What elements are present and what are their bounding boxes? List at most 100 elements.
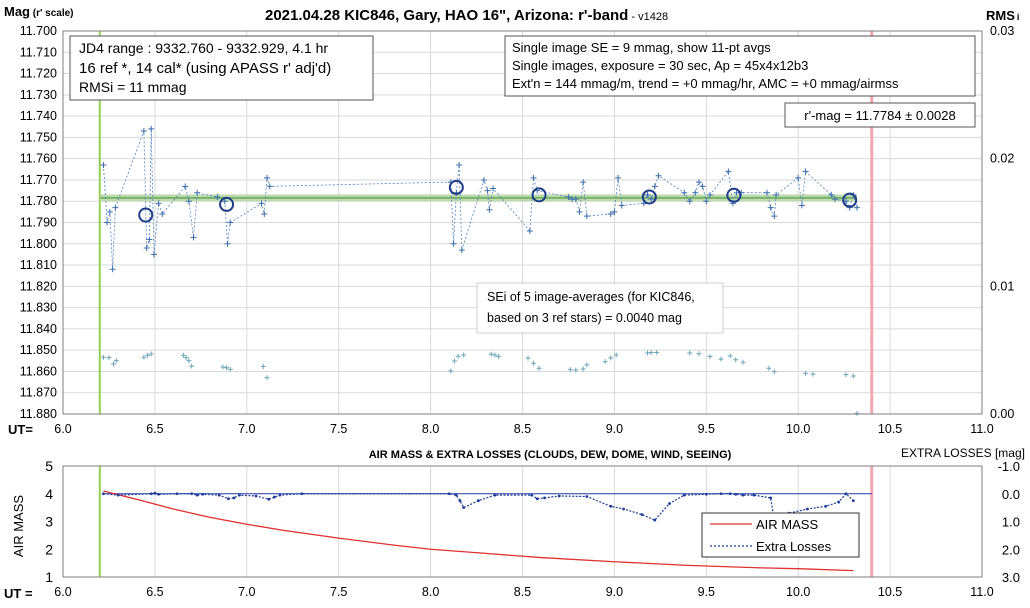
bottom-x-tick-label: 8.5 [514,585,531,599]
top-x-axis-label: UT= [8,422,33,437]
info-box-left: JD4 range : 9332.760 - 9332.929, 4.1 hr … [69,35,374,101]
top-y2-tick-label: 0.01 [990,279,1014,293]
rms-point [854,410,860,416]
extra-losses-point [769,496,773,500]
top-y2-tick-label: 0.02 [990,152,1014,166]
single-image-point [458,247,465,254]
bottom-y2-axis-label: EXTRA LOSSES [mag] [901,446,1025,460]
extra-losses-point [668,502,671,505]
average-point [448,179,464,195]
bottom-y-tick-label: 2 [45,541,53,557]
rms-point [608,355,614,361]
rms-point [180,352,186,358]
single-image-point [106,208,113,215]
rms-point [733,357,739,363]
top-y2-axis-label: RMS i [986,8,1019,23]
rms-point [148,351,154,357]
single-image-point [831,196,838,203]
extra-losses-point [157,492,160,496]
rms-point [648,349,654,355]
top-y-tick-label: 11.750 [20,130,57,144]
sei-box-frame [476,282,724,334]
sei-box-line-1: SEi of 5 image-averages (for KIC846, [487,290,695,304]
single-image-point [484,187,491,194]
extra-losses-point [476,499,480,503]
extra-losses-point [805,507,809,511]
rms-point [687,350,693,356]
extra-losses-point [704,492,708,496]
single-image-point [572,196,579,203]
rms-point [106,355,112,361]
extra-losses-point [217,493,221,497]
single-image-point [767,204,774,211]
bottom-x-axis-label: UT = [4,586,33,601]
top-y-tick-label: 11.810 [20,258,57,272]
extra-losses-point [462,506,466,510]
single-image-point [227,219,234,226]
extra-losses-point [102,492,105,496]
rms-point [580,366,586,372]
rms-point [448,368,454,374]
rms-point [451,358,457,364]
rms-point [113,358,119,364]
rms-point [810,371,816,377]
rms-point [525,355,531,361]
extra-losses-point [585,495,589,498]
extra-losses-point [653,518,657,522]
bottom-x-tick-label: 9.5 [698,585,715,599]
bottom-y2-tick-label: 2.0 [1002,542,1020,557]
extra-losses-point [227,497,230,501]
rms-point [696,351,702,357]
mag-result-box: r'-mag = 11.7784 ± 0.0028 [784,102,976,128]
single-image-point [264,174,271,181]
single-image-point [104,219,111,226]
extra-losses-point [543,496,546,500]
single-image-point [456,162,463,169]
rms-point [567,367,573,373]
single-image-point [854,204,861,211]
bottom-x-tick-label: 9.0 [606,585,623,599]
extra-losses-point [640,513,644,516]
top-y-tick-label: 11.710 [20,45,57,59]
top-x-tick-label: 6.5 [146,422,163,436]
single-image-point [266,183,273,190]
single-image-point [607,210,614,217]
top-y-axis-label-main: Mag [4,4,30,19]
single-image-point [695,179,702,186]
top-x-tick-label: 10.5 [878,422,902,436]
extra-losses-point [535,497,539,501]
top-y-tick-label: 11.830 [20,301,57,315]
top-x-tick-label: 9.0 [606,422,623,436]
bottom-x-tick-label: 6.5 [146,585,163,599]
rms-point [584,362,590,368]
extra-losses-point [254,494,258,498]
rms-point [220,364,226,370]
bottom-chart: AIR MASS & EXTRA LOSSES (CLOUDS, DEW, DO… [4,446,1025,601]
info-box-left-frame [69,35,374,101]
single-image-point [140,128,147,135]
extra-losses-point [609,504,613,508]
extra-losses-point [622,507,625,511]
single-image-point [565,193,572,200]
rms-point [492,352,498,358]
single-image-point [148,125,155,132]
single-image-point [159,210,166,217]
rms-point [573,367,579,373]
top-plot-frame [62,30,983,415]
bottom-x-tick-label: 6.0 [54,585,71,599]
bottom-y2-tick-label: 3.0 [1002,570,1020,585]
top-x-tick-label: 11.0 [970,422,993,436]
single-image-point [150,251,157,258]
top-y2-tick-label: 0.03 [990,24,1014,38]
rms-point [654,349,660,355]
info-box-right-line-1: Single image SE = 9 mmag, show 11-pt avg… [512,40,771,55]
bottom-x-tick-label: 11.0 [970,585,993,599]
single-image-point [644,191,651,198]
bottom-y-axis-label: AIR MASS [11,495,26,557]
airmass-line [103,490,854,572]
rms-point [727,353,733,359]
rms-point [224,365,230,371]
top-y-tick-label: 11.850 [20,343,57,357]
top-y-tick-label: 11.840 [20,322,57,336]
